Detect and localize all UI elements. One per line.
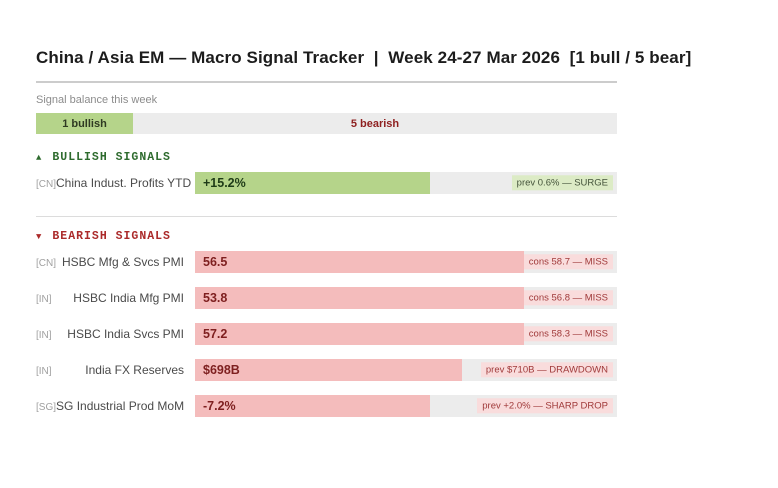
triangle-down-icon: ▼: [36, 231, 42, 242]
signal-label-cell: [IN] HSBC India Mfg PMI: [36, 291, 184, 305]
signal-note-badge: cons 58.7 — MISS: [523, 254, 613, 270]
signal-bar-fill: $698B: [195, 359, 462, 381]
signal-note-badge: cons 56.8 — MISS: [523, 290, 613, 306]
country-code: [IN]: [36, 366, 52, 377]
triangle-up-icon: ▲: [36, 152, 42, 163]
balance-bearish-label: 5 bearish: [350, 117, 400, 130]
signal-row-bearish: [IN] India FX Reserves $698B prev $710B …: [36, 359, 617, 381]
signal-bar-fill: -7.2%: [195, 395, 431, 417]
signal-bar-track: 57.2 cons 58.3 — MISS: [195, 323, 617, 345]
signal-bar-track: $698B prev $710B — DRAWDOWN: [195, 359, 617, 381]
signal-label-cell: [CN] HSBC Mfg & Svcs PMI: [36, 255, 184, 269]
signal-name: HSBC India Svcs PMI: [67, 327, 184, 341]
signal-label-cell: [IN] India FX Reserves: [36, 363, 184, 377]
country-code: [SG]: [36, 402, 57, 413]
signal-value: 56.5: [203, 255, 228, 269]
signal-name: HSBC India Mfg PMI: [73, 291, 184, 305]
balance-bar: 1 bullish 5 bearish: [36, 113, 617, 134]
signal-value: 53.8: [203, 291, 228, 305]
signal-name: China Indust. Profits YTD: [56, 176, 192, 190]
macro-signal-tracker-page: China / Asia EM — Macro Signal Tracker |…: [36, 48, 691, 417]
section-header-bearish: ▼ BEARISH SIGNALS: [36, 230, 617, 243]
signal-value: -7.2%: [203, 399, 236, 413]
signal-row-bearish: [SG] SG Industrial Prod MoM -7.2% prev +…: [36, 395, 617, 417]
signal-row-bearish: [CN] HSBC Mfg & Svcs PMI 56.5 cons 58.7 …: [36, 251, 617, 273]
signal-value: +15.2%: [203, 176, 246, 190]
signal-bar-track: 53.8 cons 56.8 — MISS: [195, 287, 617, 309]
signal-name: SG Industrial Prod MoM: [56, 399, 185, 413]
signal-bar-track: 56.5 cons 58.7 — MISS: [195, 251, 617, 273]
signal-value: $698B: [203, 363, 240, 377]
signal-note-badge: prev 0.6% — SURGE: [511, 175, 613, 191]
signal-row-bullish: [CN] China Indust. Profits YTD +15.2% pr…: [36, 172, 617, 194]
section-header-bullish: ▲ BULLISH SIGNALS: [36, 151, 617, 164]
balance-bullish-segment: 1 bullish: [36, 113, 134, 134]
signal-value: 57.2: [203, 327, 228, 341]
balance-bearish-segment: 5 bearish: [133, 113, 617, 134]
signal-label-cell: [IN] HSBC India Svcs PMI: [36, 327, 184, 341]
signal-name: HSBC Mfg & Svcs PMI: [61, 255, 184, 269]
section-title-bearish: BEARISH SIGNALS: [52, 230, 171, 243]
balance-label: Signal balance this week: [36, 94, 158, 106]
page-title: China / Asia EM — Macro Signal Tracker |…: [36, 48, 691, 83]
signal-label-cell: [SG] SG Industrial Prod MoM: [36, 399, 184, 413]
country-code: [CN]: [36, 179, 56, 190]
signal-row-bearish: [IN] HSBC India Svcs PMI 57.2 cons 58.3 …: [36, 323, 617, 345]
signal-bar-track: +15.2% prev 0.6% — SURGE: [195, 172, 617, 194]
signal-note-badge: prev +2.0% — SHARP DROP: [477, 398, 613, 414]
country-code: [IN]: [36, 294, 52, 305]
signal-name: India FX Reserves: [85, 363, 184, 377]
signal-label-cell: [CN] China Indust. Profits YTD: [36, 176, 191, 190]
country-code: [CN]: [36, 258, 56, 269]
signal-bar-fill: 53.8: [195, 287, 524, 309]
country-code: [IN]: [36, 330, 52, 341]
signal-row-bearish: [IN] HSBC India Mfg PMI 53.8 cons 56.8 —…: [36, 287, 617, 309]
section-divider: [36, 216, 617, 217]
signal-bar-fill: 56.5: [195, 251, 524, 273]
signal-bar-track: -7.2% prev +2.0% — SHARP DROP: [195, 395, 617, 417]
section-title-bullish: BULLISH SIGNALS: [52, 151, 171, 164]
signal-bar-fill: +15.2%: [195, 172, 431, 194]
balance-bullish-label: 1 bullish: [62, 117, 107, 130]
signal-note-badge: prev $710B — DRAWDOWN: [480, 362, 613, 378]
signal-bar-fill: 57.2: [195, 323, 524, 345]
signal-note-badge: cons 58.3 — MISS: [523, 326, 613, 342]
